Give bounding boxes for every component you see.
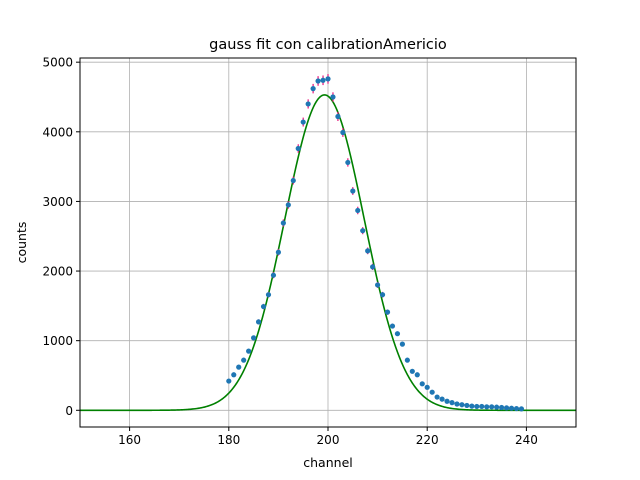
data-point (360, 228, 366, 234)
data-point (305, 101, 311, 107)
y-tick-label: 2000 (42, 265, 73, 279)
data-point (384, 309, 391, 315)
data-point (474, 403, 480, 410)
data-point (419, 381, 425, 387)
data-point (365, 248, 371, 254)
y-tick-label: 4000 (42, 125, 73, 139)
data-point (290, 177, 296, 184)
x-axis-ticks: 160 180 200 220 240 (118, 427, 538, 447)
y-tick-label: 3000 (42, 195, 73, 209)
data-point (444, 398, 450, 404)
data-point (226, 378, 232, 384)
y-tick-label: 0 (65, 404, 73, 418)
data-point (489, 404, 495, 410)
data-points (226, 76, 525, 412)
y-axis-ticks: 0 1000 2000 3000 4000 5000 (42, 56, 80, 418)
x-tick-label: 180 (217, 433, 240, 447)
data-point (246, 348, 252, 354)
data-point (518, 406, 525, 412)
data-point (454, 401, 460, 407)
x-axis-label: channel (303, 455, 352, 470)
chart-title: gauss fit con calibrationAmericio (209, 37, 447, 53)
data-point (251, 335, 257, 341)
data-point (236, 364, 242, 370)
x-tick-label: 240 (515, 433, 538, 447)
data-point (459, 402, 465, 408)
data-point (399, 341, 405, 347)
data-point (335, 113, 341, 120)
data-point (503, 405, 510, 411)
data-point (355, 207, 361, 214)
data-point (350, 188, 356, 194)
data-point (255, 319, 262, 325)
data-point (484, 404, 490, 410)
data-point (389, 323, 396, 329)
data-point (330, 94, 336, 100)
data-point (275, 249, 281, 255)
x-tick-label: 160 (118, 433, 141, 447)
data-point (434, 394, 440, 400)
data-point (345, 159, 351, 166)
data-point (370, 264, 376, 270)
data-point (260, 303, 267, 310)
y-axis-label: counts (14, 222, 29, 264)
data-point (231, 372, 237, 378)
data-point (464, 402, 470, 409)
data-point (295, 145, 301, 152)
data-point (340, 129, 346, 136)
data-point (285, 202, 291, 208)
data-point (320, 77, 326, 83)
y-tick-label: 5000 (42, 56, 73, 70)
data-point (508, 405, 515, 411)
data-point (375, 282, 381, 288)
data-point (513, 405, 520, 412)
data-point (409, 368, 415, 374)
data-point (265, 292, 272, 298)
y-tick-label: 1000 (42, 334, 73, 348)
fit-layer (80, 94, 576, 412)
fit-curve (80, 94, 576, 412)
data-point (310, 86, 316, 92)
data-point (439, 396, 445, 402)
x-tick-label: 200 (317, 433, 340, 447)
data-point (270, 272, 277, 278)
data-point (325, 76, 331, 82)
data-point (315, 78, 321, 84)
data-point (499, 404, 505, 411)
data-point (469, 403, 475, 409)
data-point (479, 403, 485, 410)
data-point (414, 372, 420, 378)
data-point (429, 389, 435, 395)
data-point (449, 400, 455, 406)
data-point (494, 404, 500, 410)
data-point (280, 220, 286, 226)
x-tick-label: 220 (416, 433, 439, 447)
data-point (394, 331, 401, 337)
data-point (241, 357, 247, 363)
data-point (424, 384, 430, 390)
data-point (300, 119, 306, 125)
data-point (379, 292, 386, 298)
data-point (404, 357, 410, 363)
